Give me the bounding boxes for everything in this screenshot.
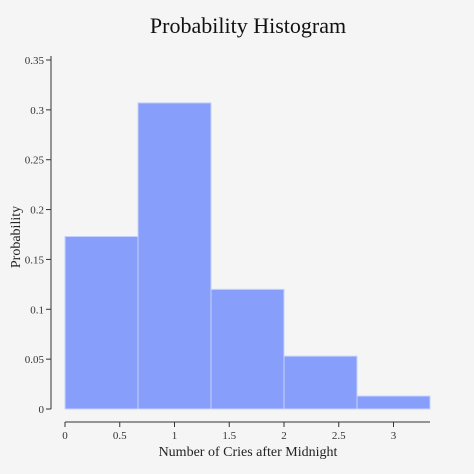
x-tick-label: 0.5: [113, 430, 127, 442]
y-tick-label: 0.2: [30, 205, 44, 217]
x-tick-label: 0: [62, 430, 68, 442]
bars-group: [64, 102, 431, 410]
y-tick-label: 0: [39, 404, 45, 416]
y-axis: 0 0.05 0.1 0.15 0.2 0.25 0.3 0.35: [25, 55, 52, 416]
y-tick-label: 0.35: [25, 55, 45, 67]
histogram-bar-3: [283, 355, 358, 410]
x-tick-label: 2: [281, 430, 287, 442]
y-axis-title: Probability: [9, 206, 24, 268]
y-tick-label: 0.25: [25, 155, 45, 167]
x-tick-label: 1: [172, 430, 178, 442]
x-axis: 0 0.5 1 1.5 2 2.5 3: [62, 421, 430, 442]
histogram-bar-1: [137, 102, 212, 410]
x-tick-label: 3: [391, 430, 397, 442]
x-tick-label: 2.5: [332, 430, 346, 442]
chart-title: Probability Histogram: [150, 13, 346, 38]
y-tick-label: 0.3: [30, 105, 44, 117]
x-tick-label: 1.5: [222, 430, 236, 442]
x-axis-title: Number of Cries after Midnight: [159, 445, 338, 460]
y-tick-label: 0.15: [25, 254, 45, 266]
y-tick-label: 0.05: [25, 354, 45, 366]
histogram-bar-2: [210, 288, 285, 410]
y-tick-label: 0.1: [30, 304, 44, 316]
histogram-bar-4: [356, 395, 431, 410]
histogram-bar-0: [64, 235, 139, 410]
